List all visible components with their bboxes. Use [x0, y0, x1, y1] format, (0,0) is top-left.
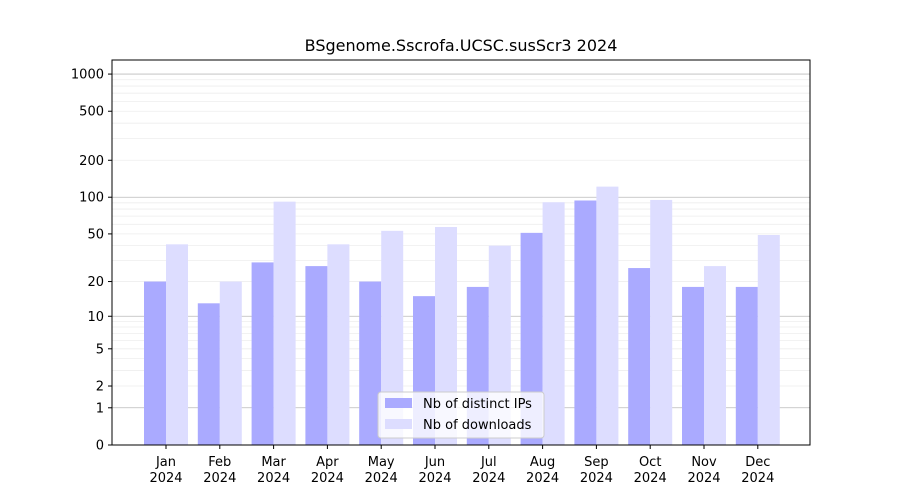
bar-ips	[359, 281, 382, 445]
y-tick-label: 10	[87, 310, 104, 325]
bars	[144, 186, 780, 445]
x-tick-label-year: 2024	[365, 471, 398, 486]
bar-downloads	[219, 281, 242, 445]
x-axis: Jan2024Feb2024Mar2024Apr2024May2024Jun20…	[149, 445, 774, 486]
x-tick-label-year: 2024	[580, 471, 613, 486]
bar-ips	[574, 200, 597, 445]
y-axis: 0 1 2 5 10 20 50 100 200 500 1000	[71, 68, 112, 454]
bar-ips	[144, 281, 166, 445]
y-tick-label: 2	[96, 380, 104, 395]
y-tick-label: 0	[96, 439, 104, 454]
x-tick-label-year: 2024	[472, 471, 505, 486]
x-tick-label-month: Apr	[316, 455, 339, 470]
legend-swatch-downloads	[385, 419, 412, 429]
y-tick-label: 5	[96, 342, 104, 357]
x-tick-label-month: Nov	[691, 455, 717, 470]
x-tick-label-month: Feb	[208, 455, 231, 470]
bar-downloads	[381, 230, 404, 445]
x-tick-label-month: Jun	[424, 455, 445, 470]
bar-ips	[682, 286, 704, 445]
bar-downloads	[273, 201, 296, 445]
x-tick-label-year: 2024	[149, 471, 182, 486]
legend-box	[377, 391, 545, 439]
x-tick-label-year: 2024	[741, 471, 774, 486]
bar-downloads	[650, 199, 673, 445]
bar-ips	[305, 266, 328, 445]
x-tick-label-month: Jul	[480, 455, 497, 470]
bar-ips	[197, 303, 220, 445]
x-tick-label-month: Oct	[639, 455, 661, 470]
x-tick-label-year: 2024	[418, 471, 451, 486]
plot-area-frame	[111, 59, 811, 446]
bar-downloads	[757, 234, 780, 445]
y-tick-label: 20	[87, 275, 104, 290]
bar-downloads	[704, 266, 726, 445]
x-tick-label-year: 2024	[687, 471, 720, 486]
x-tick-label-month: May	[368, 455, 395, 470]
legend-label-downloads: Nb of downloads	[423, 418, 532, 433]
bar-ips	[735, 286, 758, 445]
bar-downloads	[596, 186, 619, 445]
bar-downloads	[542, 202, 565, 445]
x-tick-label-month: Aug	[530, 455, 555, 470]
y-tick-label: 1	[96, 401, 104, 416]
x-tick-label-month: Sep	[584, 455, 609, 470]
bar-ips	[251, 262, 274, 445]
x-tick-label-month: Mar	[261, 455, 286, 470]
y-tick-label: 50	[87, 227, 104, 242]
x-tick-label-year: 2024	[311, 471, 344, 486]
x-tick-label-year: 2024	[257, 471, 290, 486]
x-tick-label-year: 2024	[634, 471, 667, 486]
y-tick-label: 200	[79, 154, 104, 169]
y-tick-label: 100	[79, 191, 104, 206]
x-tick-label-month: Jan	[155, 455, 176, 470]
bar-downloads	[435, 226, 457, 445]
chart-title: BSgenome.Sscrofa.UCSC.susScr3 2024	[305, 36, 618, 55]
bar-ips	[628, 268, 651, 445]
legend: Nb of distinct IPs Nb of downloads	[377, 391, 545, 439]
x-tick-label-month: Dec	[745, 455, 770, 470]
y-tick-label: 1000	[71, 68, 104, 83]
legend-label-ips: Nb of distinct IPs	[423, 397, 532, 412]
x-tick-label-year: 2024	[526, 471, 559, 486]
bar-downloads	[327, 244, 350, 445]
x-tick-label-year: 2024	[203, 471, 236, 486]
bar-downloads	[166, 244, 188, 445]
legend-swatch-ips	[385, 398, 412, 408]
y-tick-label: 500	[79, 105, 104, 120]
